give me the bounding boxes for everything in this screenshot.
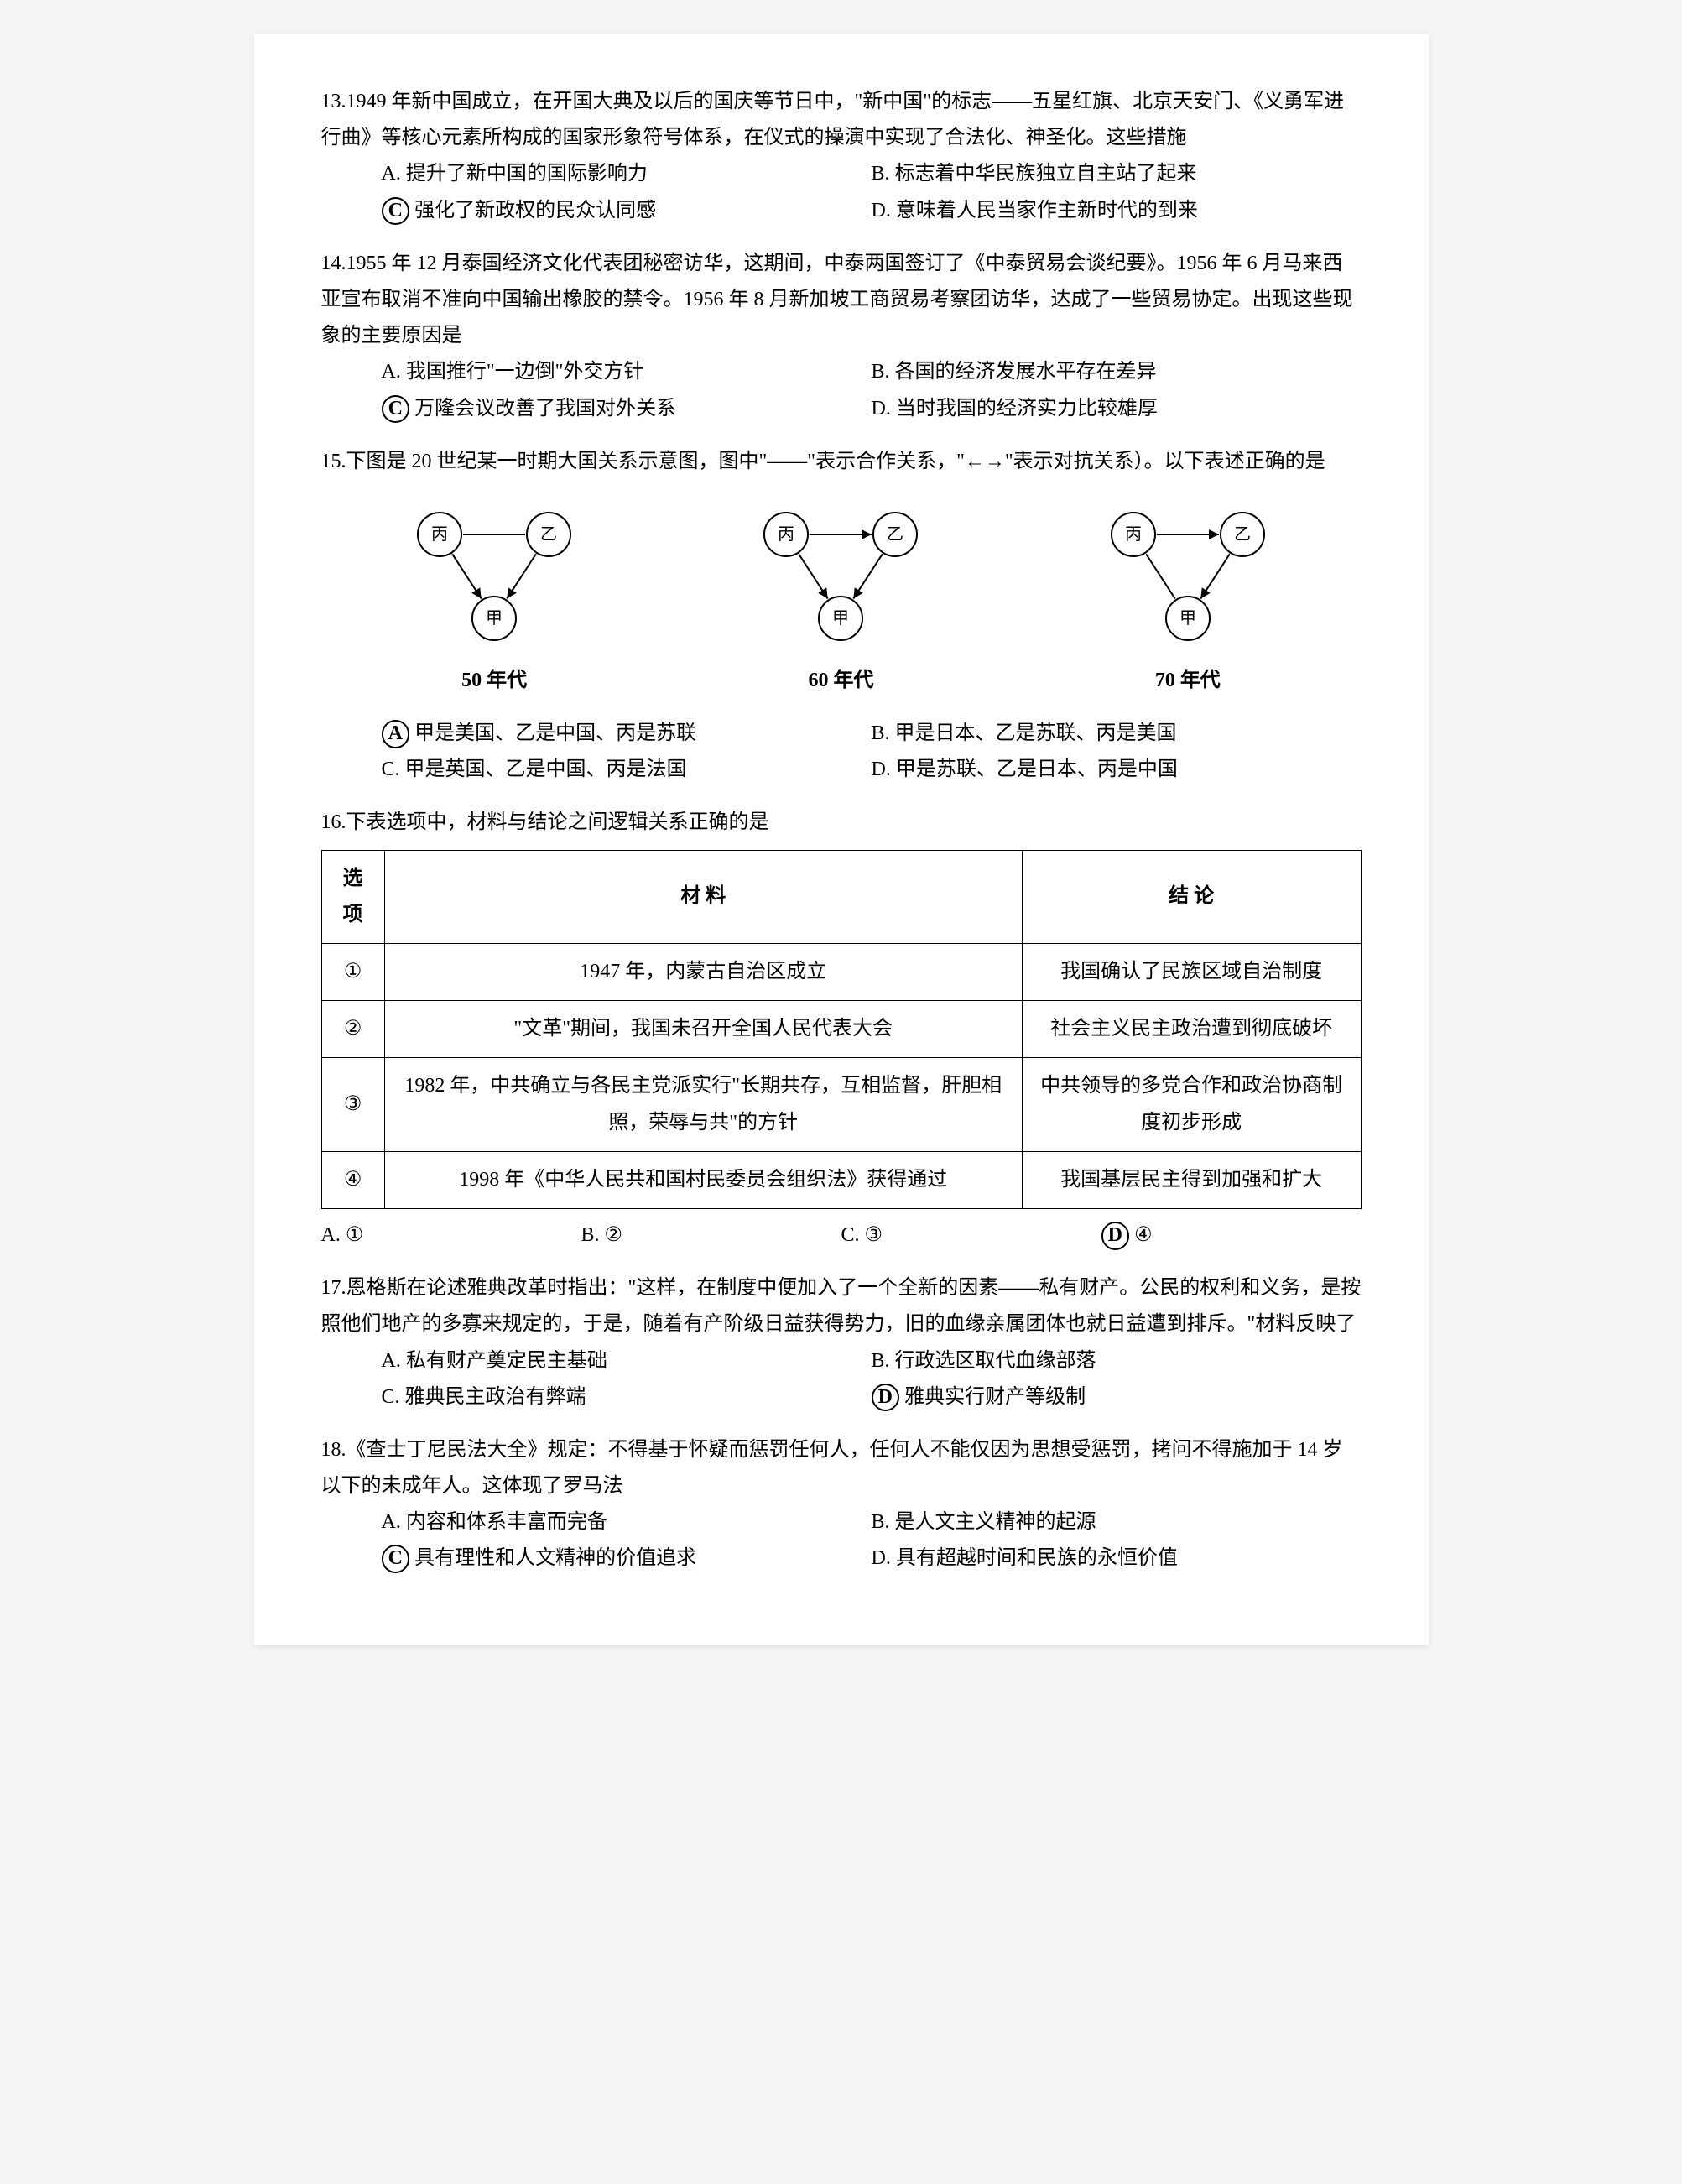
circled-c-icon: C [382,395,410,424]
diagram-svg: 丙 乙甲 [381,497,607,656]
svg-text:甲: 甲 [1179,609,1196,628]
q18-opt-b: B. 是人文主义精神的起源 [872,1504,1362,1540]
q15-options: A 甲是美国、乙是中国、丙是苏联 B. 甲是日本、乙是苏联、丙是美国 C. 甲是… [321,716,1362,788]
q18-opt-d: D. 具有超越时间和民族的永恒价值 [872,1540,1362,1577]
q14-opt-a: A. 我国推行"一边倒"外交方针 [382,354,872,390]
q18-opt-a: A. 内容和体系丰富而完备 [382,1504,872,1540]
table-cell-material: 1982 年，中共确立与各民主党派实行"长期共存，互相监督，肝胆相照，荣辱与共"… [384,1058,1022,1151]
q16-opt-c: C. ③ [841,1217,1101,1254]
table-cell-conclusion: 中共领导的多党合作和政治协商制度初步形成 [1022,1058,1361,1151]
q14-opt-c: C 万隆会议改善了我国对外关系 [382,391,872,427]
q15-stem: 15.下图是 20 世纪某一时期大国关系示意图，图中"——"表示合作关系，"←→… [321,444,1362,480]
question-16: 16.下表选项中，材料与结论之间逻辑关系正确的是 选项材 料结 论①1947 年… [321,805,1362,1254]
q14-options: A. 我国推行"一边倒"外交方针 B. 各国的经济发展水平存在差异 C 万隆会议… [321,354,1362,426]
circled-a-icon: A [382,720,410,748]
table-cell-conclusion: 我国确认了民族区域自治制度 [1022,944,1361,1001]
q18-stem: 18.《查士丁尼民法大全》规定：不得基于怀疑而惩罚任何人，任何人不能仅因为思想受… [321,1432,1362,1504]
svg-text:甲: 甲 [832,609,849,628]
svg-text:丙: 丙 [778,525,794,544]
diagram-caption: 60 年代 [727,663,954,699]
q15-opt-a: A 甲是美国、乙是中国、丙是苏联 [382,716,872,752]
question-14: 14.1955 年 12 月泰国经济文化代表团秘密访华，这期间，中泰两国签订了《… [321,246,1362,427]
q13-opt-c: C 强化了新政权的民众认同感 [382,193,872,229]
table-cell-option: ② [321,1001,384,1058]
table-cell-conclusion: 社会主义民主政治遭到彻底破坏 [1022,1001,1361,1058]
table-cell-option: ③ [321,1058,384,1151]
q14-opt-d: D. 当时我国的经济实力比较雄厚 [872,391,1362,427]
table-row: ①1947 年，内蒙古自治区成立我国确认了民族区域自治制度 [321,944,1361,1001]
q15-opt-b: B. 甲是日本、乙是苏联、丙是美国 [872,716,1362,752]
q17-options: A. 私有财产奠定民主基础 B. 行政选区取代血缘部落 C. 雅典民主政治有弊端… [321,1343,1362,1415]
relation-diagram: 丙 乙甲 50 年代 [381,497,607,699]
q14-opt-b: B. 各国的经济发展水平存在差异 [872,354,1362,390]
question-13: 13.1949 年新中国成立，在开国大典及以后的国庆等节日中，"新中国"的标志—… [321,84,1362,229]
exam-page: 13.1949 年新中国成立，在开国大典及以后的国庆等节日中，"新中国"的标志—… [254,34,1429,1645]
circled-d-icon: D [1101,1222,1130,1250]
q16-table: 选项材 料结 论①1947 年，内蒙古自治区成立我国确认了民族区域自治制度②"文… [321,850,1362,1209]
question-17: 17.恩格斯在论述雅典改革时指出："这样，在制度中便加入了一个全新的因素——私有… [321,1270,1362,1415]
table-cell-conclusion: 我国基层民主得到加强和扩大 [1022,1151,1361,1208]
table-cell-material: "文革"期间，我国未召开全国人民代表大会 [384,1001,1022,1058]
diagram-svg: 丙 乙甲 [727,497,954,656]
q17-opt-b: B. 行政选区取代血缘部落 [872,1343,1362,1379]
svg-text:丙: 丙 [431,525,448,544]
table-cell-option: ④ [321,1151,384,1208]
q13-opt-b: B. 标志着中华民族独立自主站了起来 [872,156,1362,192]
circled-c-icon: C [382,1545,410,1573]
svg-text:乙: 乙 [887,525,903,544]
q17-opt-c: C. 雅典民主政治有弊端 [382,1379,872,1415]
q18-options: A. 内容和体系丰富而完备 B. 是人文主义精神的起源 C 具有理性和人文精神的… [321,1504,1362,1577]
q15-diagrams: 丙 乙甲 50 年代 丙 乙甲 60 年代 丙 乙甲 70 年代 [321,497,1362,699]
q13-opt-a: A. 提升了新中国的国际影响力 [382,156,872,192]
table-row: ④1998 年《中华人民共和国村民委员会组织法》获得通过我国基层民主得到加强和扩… [321,1151,1361,1208]
q17-stem: 17.恩格斯在论述雅典改革时指出："这样，在制度中便加入了一个全新的因素——私有… [321,1270,1362,1342]
q16-opt-d: D ④ [1101,1217,1362,1254]
table-header: 结 论 [1022,850,1361,943]
relation-diagram: 丙 乙甲 70 年代 [1075,497,1301,699]
diagram-caption: 70 年代 [1075,663,1301,699]
table-cell-material: 1998 年《中华人民共和国村民委员会组织法》获得通过 [384,1151,1022,1208]
table-row: ②"文革"期间，我国未召开全国人民代表大会社会主义民主政治遭到彻底破坏 [321,1001,1361,1058]
q16-options: A. ① B. ② C. ③ D ④ [321,1217,1362,1254]
svg-text:甲: 甲 [486,609,503,628]
question-15: 15.下图是 20 世纪某一时期大国关系示意图，图中"——"表示合作关系，"←→… [321,444,1362,789]
q17-opt-d: D 雅典实行财产等级制 [872,1379,1362,1415]
q17-opt-a: A. 私有财产奠定民主基础 [382,1343,872,1379]
q13-options: A. 提升了新中国的国际影响力 B. 标志着中华民族独立自主站了起来 C 强化了… [321,156,1362,228]
q16-opt-b: B. ② [581,1217,841,1254]
svg-text:乙: 乙 [540,525,557,544]
q14-stem: 14.1955 年 12 月泰国经济文化代表团秘密访华，这期间，中泰两国签订了《… [321,246,1362,355]
q15-opt-c: C. 甲是英国、乙是中国、丙是法国 [382,752,872,788]
q13-opt-d: D. 意味着人民当家作主新时代的到来 [872,193,1362,229]
question-18: 18.《查士丁尼民法大全》规定：不得基于怀疑而惩罚任何人，任何人不能仅因为思想受… [321,1432,1362,1577]
svg-text:乙: 乙 [1234,525,1251,544]
circled-d-icon: D [872,1384,900,1412]
relation-diagram: 丙 乙甲 60 年代 [727,497,954,699]
q16-stem: 16.下表选项中，材料与结论之间逻辑关系正确的是 [321,805,1362,841]
q15-opt-d: D. 甲是苏联、乙是日本、丙是中国 [872,752,1362,788]
table-row: ③1982 年，中共确立与各民主党派实行"长期共存，互相监督，肝胆相照，荣辱与共… [321,1058,1361,1151]
q16-opt-a: A. ① [321,1217,581,1254]
table-header: 材 料 [384,850,1022,943]
table-cell-option: ① [321,944,384,1001]
q13-stem: 13.1949 年新中国成立，在开国大典及以后的国庆等节日中，"新中国"的标志—… [321,84,1362,156]
svg-text:丙: 丙 [1125,525,1142,544]
diagram-caption: 50 年代 [381,663,607,699]
q18-opt-c: C 具有理性和人文精神的价值追求 [382,1540,872,1577]
circled-c-icon: C [382,197,410,226]
diagram-svg: 丙 乙甲 [1075,497,1301,656]
table-header: 选项 [321,850,384,943]
table-cell-material: 1947 年，内蒙古自治区成立 [384,944,1022,1001]
